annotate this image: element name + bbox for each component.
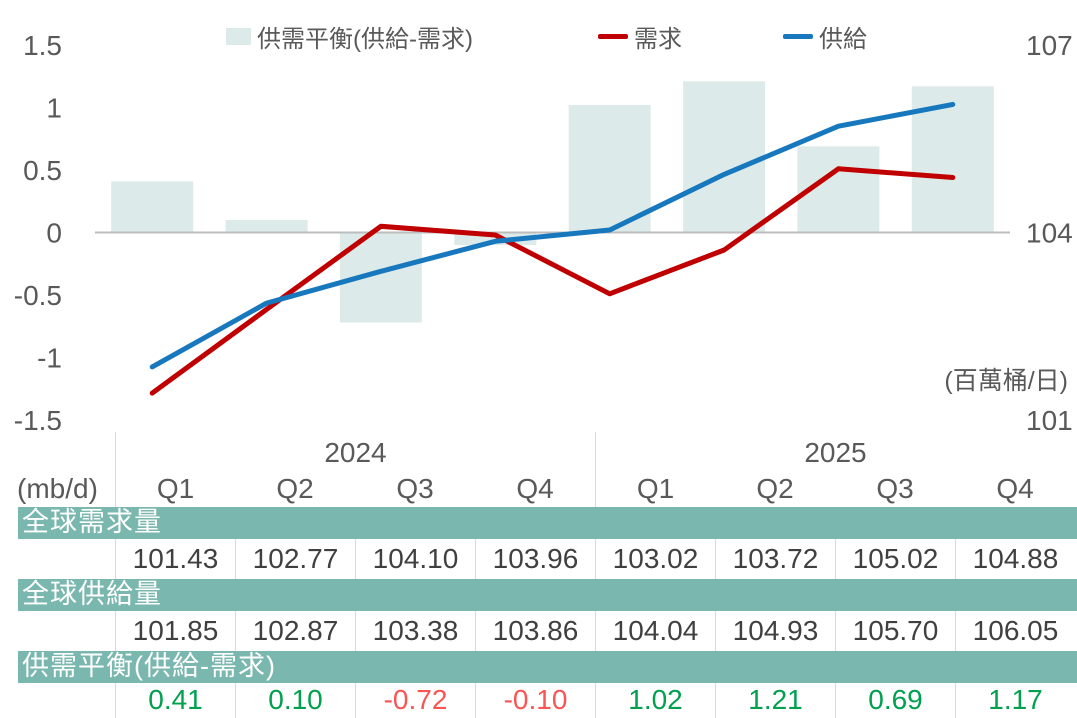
legend-supply-label: 供給 [819, 26, 867, 53]
legend-demand-label: 需求 [634, 26, 682, 53]
year-row-spacer [0, 432, 115, 472]
table-cell: 101.43 [115, 539, 235, 579]
legend-item-balance: 供需平衡(供給-需求) [226, 19, 473, 54]
table-cell: 103.38 [355, 611, 475, 651]
year-header-row: 2024 2025 [0, 432, 1077, 472]
table-unit-label: (mb/d) [17, 473, 98, 504]
table-cell: 103.02 [595, 539, 715, 579]
table-cell: 102.87 [235, 611, 355, 651]
year-2024-header: 2024 [115, 432, 595, 472]
table-cell: 106.05 [955, 611, 1075, 651]
combo-chart: 1.5 1 0.5 0 -0.5 -1 -1.5 107 104 101 [14, 30, 1073, 430]
quarter-header: Q1 [595, 472, 715, 507]
row-spacer [0, 539, 115, 579]
axis-unit-label: (百萬桶/日) [944, 367, 1068, 395]
balance-bar [568, 105, 651, 233]
quarter-header: Q2 [756, 473, 794, 504]
left-axis-tick: -0.5 [14, 280, 62, 311]
table-cell: 0.10 [235, 683, 355, 718]
table-cell: 104.93 [715, 611, 835, 651]
left-axis-ticks: 1.5 1 0.5 0 -0.5 -1 -1.5 [14, 30, 62, 430]
row-spacer [0, 611, 115, 651]
right-axis-tick: 101 [1026, 405, 1073, 430]
table-cell: 103.72 [715, 539, 835, 579]
row-spacer [0, 683, 115, 718]
quarter-header-row: (mb/d) Q1 Q2 Q3 Q4 Q1 Q2 Q3 Q4 [0, 472, 1077, 507]
legend-balance-label: 供需平衡(供給-需求) [257, 26, 473, 53]
row-header-band: 全球供給量 [18, 579, 1077, 611]
left-axis-tick: 0 [46, 218, 62, 249]
row-header-band: 供需平衡(供給-需求) [18, 651, 1077, 683]
balance-bar [111, 181, 194, 233]
row-header-band: 全球需求量 [18, 507, 1077, 539]
table-cell: 102.77 [235, 539, 355, 579]
table-cell: 101.85 [115, 611, 235, 651]
table-cell: 1.02 [595, 683, 715, 718]
table-row: 0.41 0.10 -0.72 -0.10 1.02 1.21 0.69 1.17 [0, 683, 1077, 718]
table-cell: 0.41 [115, 683, 235, 718]
table-cell: 1.17 [955, 683, 1075, 718]
table-row: 101.85 102.87 103.38 103.86 104.04 104.93 105.… [0, 611, 1077, 651]
table-cell: -0.10 [475, 683, 595, 718]
table-row: 101.43 102.77 104.10 103.96 103.02 103.72 105.… [0, 539, 1077, 579]
left-axis-tick: -1 [37, 343, 62, 374]
legend-item-demand: 需求 [598, 19, 682, 54]
quarterly-data-table: 2024 2025 (mb/d) Q1 Q2 Q3 Q4 Q1 Q2 Q3 Q4 全球需求量 1… [0, 432, 1077, 718]
table-cell: 104.10 [355, 539, 475, 579]
right-axis-ticks: 107 104 101 [1026, 30, 1073, 430]
left-axis-tick: 0.5 [23, 155, 62, 186]
right-axis-tick: 104 [1026, 218, 1073, 249]
quarter-header: Q1 [115, 472, 235, 507]
quarter-header: Q3 [396, 473, 434, 504]
table-cell: 103.86 [475, 611, 595, 651]
balance-bar [683, 81, 766, 233]
balance-bars [111, 81, 994, 323]
table-cell: 104.88 [955, 539, 1075, 579]
quarter-header: Q4 [996, 473, 1034, 504]
left-axis-tick: 1 [46, 93, 62, 124]
left-axis-tick: -1.5 [14, 405, 62, 430]
balance-bar-swatch-icon [226, 28, 251, 45]
table-body: 全球需求量 101.43 102.77 104.10 103.96 103.02 103.7… [0, 507, 1077, 718]
table-cell: 0.69 [835, 683, 955, 718]
legend-item-supply: 供給 [783, 19, 867, 54]
table-cell: 105.02 [835, 539, 955, 579]
left-axis-tick: 1.5 [23, 30, 62, 61]
table-cell: -0.72 [355, 683, 475, 718]
table-cell: 1.21 [715, 683, 835, 718]
right-axis-tick: 107 [1026, 30, 1073, 61]
table-cell: 105.70 [835, 611, 955, 651]
supply-line [149, 101, 956, 370]
table-cell: 104.04 [595, 611, 715, 651]
year-2025-header: 2025 [595, 432, 1075, 472]
balance-bar [225, 220, 308, 233]
table-cell: 103.96 [475, 539, 595, 579]
demand-line-swatch-icon [598, 34, 628, 39]
quarter-header: Q4 [516, 473, 554, 504]
quarter-header: Q3 [876, 473, 914, 504]
supply-line-swatch-icon [783, 34, 813, 39]
quarter-header: Q2 [276, 473, 314, 504]
